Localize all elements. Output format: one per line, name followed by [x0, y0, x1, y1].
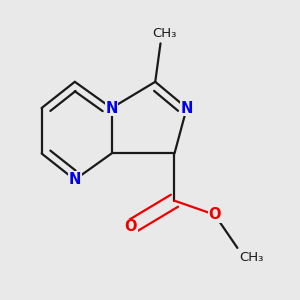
Text: O: O	[124, 219, 137, 234]
Text: CH₃: CH₃	[152, 27, 176, 40]
Text: CH₃: CH₃	[239, 251, 263, 264]
Text: N: N	[181, 100, 193, 116]
Text: N: N	[69, 172, 81, 187]
Text: N: N	[105, 100, 118, 116]
Text: O: O	[208, 207, 221, 222]
